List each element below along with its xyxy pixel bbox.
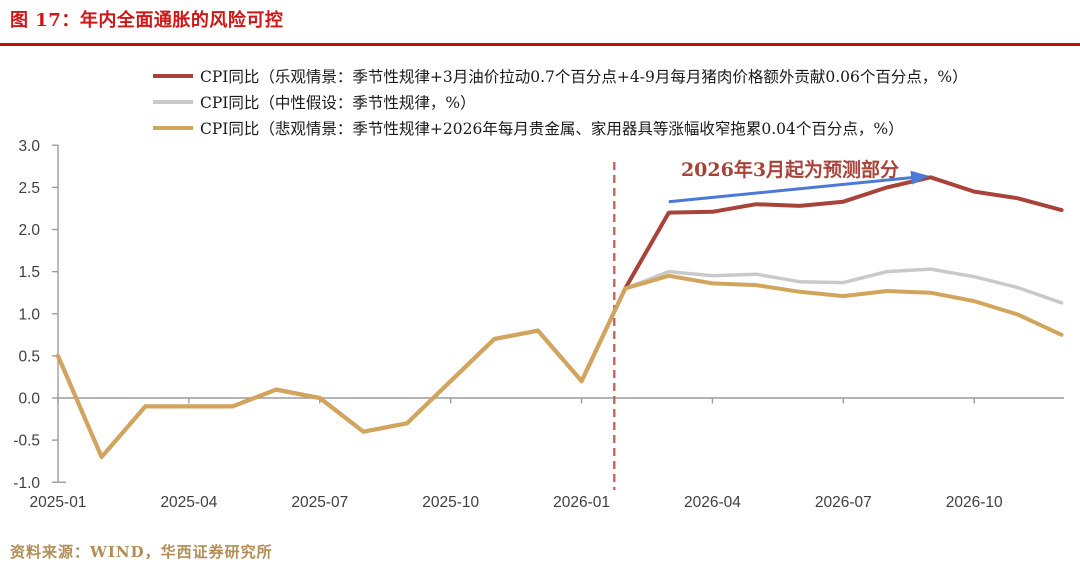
legend-item-neutral: CPI同比（中性假设：季节性规律，%）: [153, 89, 968, 115]
series-line-optimistic: [56, 175, 1064, 459]
forecast-annotation-text: 2026年3月起为预测部分: [681, 158, 899, 181]
y-axis-tick-label: 1.0: [18, 306, 40, 323]
title-divider-rule: [0, 43, 1080, 46]
y-axis-tick-label: 0.0: [18, 391, 40, 408]
x-axis-tick-label: 2025-04: [160, 494, 217, 511]
y-axis-tick-label: 3.0: [18, 138, 40, 155]
x-axis-tick-label: 2026-04: [684, 494, 741, 511]
x-axis-tick-label: 2026-01: [553, 494, 610, 511]
legend-line-swatch-optimistic: [153, 74, 193, 78]
chart-legend: CPI同比（乐观情景：季节性规律+3月油价拉动0.7个百分点+4-9月每月猪肉价…: [153, 63, 968, 141]
legend-label-neutral: CPI同比（中性假设：季节性规律，%）: [200, 94, 476, 112]
series-line-pessimistic: [56, 273, 1064, 459]
x-axis-tick-label: 2025-01: [30, 494, 87, 511]
legend-label-pessimistic: CPI同比（悲观情景：季节性规律+2026年每月贵金属、家用器具等涨幅收窄拖累0…: [200, 120, 904, 138]
legend-item-pessimistic: CPI同比（悲观情景：季节性规律+2026年每月贵金属、家用器具等涨幅收窄拖累0…: [153, 115, 968, 141]
legend-line-swatch-neutral: [153, 100, 193, 104]
figure-title: 图 17：年内全面通胀的风险可控: [10, 10, 284, 31]
x-axis-tick-label: 2025-10: [422, 494, 479, 511]
source-note: 资料来源：WIND，华西证券研究所: [10, 543, 273, 561]
x-axis-tick-label: 2026-07: [815, 494, 872, 511]
y-axis-tick-label: 2.5: [18, 180, 40, 197]
y-axis-tick-label: 0.5: [18, 348, 40, 365]
y-axis-tick-label: 1.5: [18, 264, 40, 281]
x-axis-tick-label: 2025-07: [291, 494, 348, 511]
legend-item-optimistic: CPI同比（乐观情景：季节性规律+3月油价拉动0.7个百分点+4-9月每月猪肉价…: [153, 63, 968, 89]
legend-line-swatch-pessimistic: [153, 126, 193, 130]
y-axis-tick-label: 2.0: [18, 222, 40, 239]
series-line-neutral: [56, 267, 1064, 459]
y-axis-tick-label: -1.0: [13, 475, 40, 492]
x-axis-tick-label: 2026-10: [946, 494, 1003, 511]
y-axis-tick-label: -0.5: [13, 433, 40, 450]
forecast-arrow: [668, 170, 930, 204]
legend-label-optimistic: CPI同比（乐观情景：季节性规律+3月油价拉动0.7个百分点+4-9月每月猪肉价…: [200, 68, 968, 86]
